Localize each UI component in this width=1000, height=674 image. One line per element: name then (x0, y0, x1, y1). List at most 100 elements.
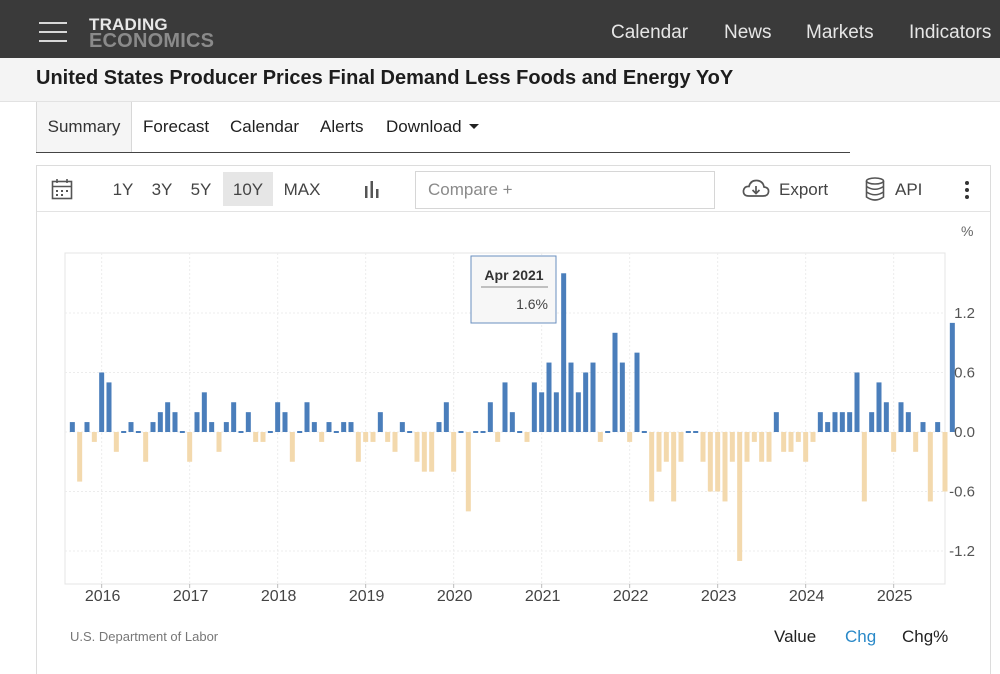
bar[interactable] (209, 422, 215, 432)
tab-summary[interactable]: Summary (36, 102, 132, 152)
bar[interactable] (905, 412, 911, 432)
bar[interactable] (223, 422, 229, 432)
bar[interactable] (795, 432, 801, 442)
bar[interactable] (693, 431, 699, 433)
bar[interactable] (619, 362, 625, 432)
bar[interactable] (238, 431, 244, 433)
compare-input[interactable] (415, 171, 715, 209)
bar[interactable] (700, 432, 706, 462)
bar[interactable] (113, 432, 119, 452)
bar[interactable] (377, 412, 383, 432)
mode-value[interactable]: Value (774, 627, 817, 646)
database-icon[interactable] (865, 177, 885, 201)
bar[interactable] (443, 402, 449, 432)
bar[interactable] (370, 432, 376, 442)
range-max-button[interactable]: MAX (283, 180, 321, 199)
bar[interactable] (385, 432, 391, 442)
bar[interactable] (759, 432, 765, 462)
bar[interactable] (825, 422, 831, 432)
bar[interactable] (194, 412, 200, 432)
bar[interactable] (289, 432, 295, 462)
hamburger-menu-icon[interactable] (39, 21, 67, 43)
nav-link-calendar[interactable]: Calendar (611, 22, 689, 43)
bar[interactable] (949, 322, 955, 432)
bar[interactable] (91, 432, 97, 442)
bar[interactable] (729, 432, 735, 462)
bar[interactable] (399, 422, 405, 432)
export-button[interactable]: Export (779, 180, 829, 199)
bar[interactable] (927, 432, 933, 502)
bar[interactable] (891, 432, 897, 452)
mode-chg-percent[interactable]: Chg% (902, 627, 949, 646)
bar[interactable] (245, 412, 251, 432)
bar[interactable] (429, 432, 435, 472)
nav-link-news[interactable]: News (724, 22, 772, 43)
bar[interactable] (832, 412, 838, 432)
range-1y-button[interactable]: 1Y (112, 180, 134, 199)
bar[interactable] (231, 402, 237, 432)
bar[interactable] (685, 431, 691, 433)
bar[interactable] (605, 431, 611, 433)
bar[interactable] (612, 332, 618, 432)
bar[interactable] (707, 432, 713, 492)
bar[interactable] (392, 432, 398, 452)
bar[interactable] (253, 432, 259, 442)
mode-chg[interactable]: Chg (845, 627, 877, 646)
tab-forecast[interactable]: Forecast (143, 102, 209, 152)
bar[interactable] (781, 432, 787, 452)
bar[interactable] (575, 392, 581, 432)
bar[interactable] (143, 432, 149, 462)
api-button[interactable]: API (895, 180, 923, 199)
bar[interactable] (854, 372, 860, 432)
bar[interactable] (480, 431, 486, 433)
bar[interactable] (363, 432, 369, 442)
bar[interactable] (355, 432, 361, 462)
bar[interactable] (348, 422, 354, 432)
bar[interactable] (766, 432, 772, 462)
range-5y-button[interactable]: 5Y (190, 180, 212, 199)
bar[interactable] (319, 432, 325, 442)
bar[interactable] (898, 402, 904, 432)
bar[interactable] (341, 422, 347, 432)
bar[interactable] (458, 431, 464, 433)
bar[interactable] (260, 432, 266, 442)
bar[interactable] (465, 432, 471, 512)
bar[interactable] (333, 431, 339, 433)
calendar-icon[interactable] (51, 178, 73, 200)
tab-download[interactable]: Download (386, 102, 479, 152)
bar[interactable] (201, 392, 207, 432)
bar[interactable] (839, 412, 845, 432)
bar[interactable] (649, 432, 655, 502)
bar[interactable] (121, 431, 127, 433)
bar[interactable] (531, 382, 537, 432)
bar[interactable] (634, 352, 640, 432)
bar[interactable] (267, 431, 273, 433)
bar[interactable] (590, 362, 596, 432)
bar[interactable] (311, 422, 317, 432)
bar[interactable] (179, 431, 185, 433)
bar[interactable] (583, 372, 589, 432)
bar[interactable] (641, 431, 647, 433)
more-options-icon[interactable] (964, 180, 970, 200)
bar[interactable] (473, 431, 479, 433)
bar[interactable] (157, 412, 163, 432)
cloud-download-icon[interactable] (742, 178, 770, 200)
bar[interactable] (627, 432, 633, 442)
bar[interactable] (883, 402, 889, 432)
bar[interactable] (487, 402, 493, 432)
bar-chart-icon[interactable] (363, 180, 381, 198)
nav-link-indicators[interactable]: Indicators (909, 22, 992, 43)
nav-link-markets[interactable]: Markets (806, 22, 874, 43)
bar[interactable] (187, 432, 193, 462)
bar[interactable] (722, 432, 728, 502)
bar[interactable] (597, 432, 603, 442)
bar[interactable] (539, 392, 545, 432)
bar[interactable] (135, 431, 141, 433)
bar[interactable] (421, 432, 427, 472)
bar[interactable] (84, 422, 90, 432)
bar[interactable] (656, 432, 662, 472)
bar[interactable] (678, 432, 684, 462)
bar[interactable] (568, 362, 574, 432)
bar[interactable] (671, 432, 677, 502)
bar[interactable] (876, 382, 882, 432)
